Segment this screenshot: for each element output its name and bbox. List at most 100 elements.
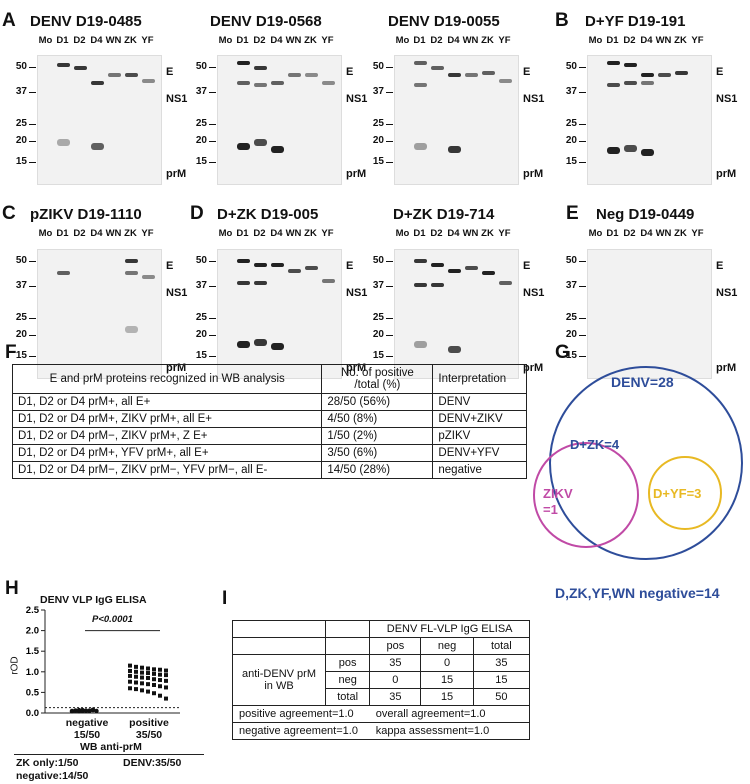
band-label-prm: prM (346, 168, 367, 181)
data-point-negative (90, 707, 96, 713)
protein-band (254, 263, 267, 267)
header-cell: Interpretation (432, 364, 527, 394)
lane-labels: Mo D1 D2 D4 WN ZK YF (394, 228, 513, 239)
protein-band (125, 259, 138, 263)
protein-band (237, 143, 250, 150)
cell: DENV+ZIKV (432, 410, 527, 428)
venn-dzk-label: D+ZK=4 (570, 437, 620, 452)
mw-marker: 50 (358, 255, 393, 266)
blot-title: DENV D19-0568 (210, 13, 322, 30)
band-label-prm: prM (523, 362, 544, 375)
band-label-e: E (346, 259, 354, 272)
data-point-positive (128, 668, 132, 673)
lane-label: YF (141, 228, 154, 239)
band-label-prm: prM (716, 168, 737, 181)
cell: negative (432, 461, 527, 479)
protein-band (414, 61, 427, 65)
lane-label: WN (105, 35, 122, 46)
cell: D1, D2 or D4 prM+, YFV prM+, all E+ (11, 444, 323, 462)
blot-image (587, 55, 712, 185)
cell: 28/50 (56%) (321, 393, 434, 411)
blot-image (217, 55, 342, 185)
mw-marker: 20 (1, 135, 36, 146)
data-point-positive (134, 674, 138, 679)
lane-labels: Mo D1 D2 D4 WN ZK YF (37, 228, 156, 239)
protein-band (658, 73, 671, 77)
lane-label: WN (462, 35, 479, 46)
data-point-positive (158, 667, 162, 672)
data-point-positive (164, 685, 168, 690)
group-negative-count: 15/50 (73, 729, 101, 741)
band-label-ns1: NS1 (346, 92, 368, 105)
mw-marker: 15 (1, 156, 36, 167)
protein-band (414, 283, 427, 287)
data-point-negative (69, 709, 75, 714)
cell: neg (324, 671, 371, 689)
table-row: D1, D2 or D4 prM−, ZIKV prM−, YFV prM−, … (11, 461, 527, 479)
lane-label: YF (321, 228, 334, 239)
protein-band (125, 271, 138, 275)
data-point-positive (146, 666, 150, 671)
agreement-table: DENV FL-VLP IgG ELISA pos neg total anti-D… (231, 620, 531, 740)
protein-band (142, 275, 155, 279)
mw-marker: 50 (1, 255, 36, 266)
lane-label: D1 (606, 35, 619, 46)
y-tick-label: 0.0 (26, 708, 39, 719)
lane-label: D4 (90, 35, 103, 46)
protein-band (482, 271, 495, 275)
lane-label: YF (691, 228, 704, 239)
lane-label: WN (655, 228, 672, 239)
lane-labels: Mo D1 D2 D4 WN ZK YF (37, 35, 156, 46)
lane-label: D2 (430, 35, 443, 46)
lane-label: WN (462, 228, 479, 239)
blot-image (37, 55, 162, 185)
blot-title: pZIKV D19-1110 (30, 206, 142, 223)
mw-marker: 15 (181, 350, 216, 361)
band-label-e: E (523, 259, 531, 272)
protein-band (91, 143, 104, 150)
protein-band (414, 143, 427, 150)
band-label-e: E (716, 65, 724, 78)
y-tick-label: 2.5 (26, 605, 40, 616)
group-positive-count: 35/50 (135, 729, 163, 741)
band-label-ns1: NS1 (523, 92, 545, 105)
protein-band (271, 343, 284, 350)
protein-band (448, 346, 461, 353)
mw-marker: 15 (358, 156, 393, 167)
protein-band (414, 83, 427, 87)
yf-circle (648, 456, 722, 530)
panel-label-f: F (5, 342, 17, 363)
data-point-negative (83, 708, 89, 713)
lane-label: Mo (38, 228, 53, 239)
protein-band (641, 73, 654, 77)
foot-denv: DENV:35/50 (123, 757, 182, 769)
cell: DENV+YFV (432, 444, 527, 462)
mw-marker: 50 (181, 61, 216, 72)
panel-label: C (2, 203, 16, 224)
protein-band (607, 83, 620, 87)
table-row: D1, D2 or D4 prM+, ZIKV prM+, all E+ 4/50… (11, 410, 527, 428)
lane-label: YF (498, 228, 511, 239)
protein-band (322, 81, 335, 85)
protein-band (254, 66, 267, 70)
mw-marker: 37 (1, 86, 36, 97)
panel-label: B (555, 10, 569, 31)
lane-label: D1 (413, 35, 426, 46)
protein-band (142, 79, 155, 83)
lane-label: D4 (90, 228, 103, 239)
data-point-positive (158, 678, 162, 683)
x-group-label: WB anti-prM (80, 741, 142, 753)
lane-label: Mo (218, 35, 233, 46)
venn-dyf-label: D+YF=3 (653, 486, 702, 501)
protein-band (271, 146, 284, 153)
group-negative-name: negative (65, 717, 109, 729)
blot-image (37, 249, 162, 379)
protein-band (125, 326, 138, 333)
header-cell: E and prM proteins recognized in WB anal… (11, 364, 323, 394)
data-point-positive (140, 681, 144, 686)
data-point-negative (94, 708, 99, 714)
lane-label: D1 (236, 35, 249, 46)
lane-label: ZK (481, 35, 494, 46)
foot-negative: negative:14/50 (16, 770, 89, 782)
data-point-positive (140, 675, 144, 680)
